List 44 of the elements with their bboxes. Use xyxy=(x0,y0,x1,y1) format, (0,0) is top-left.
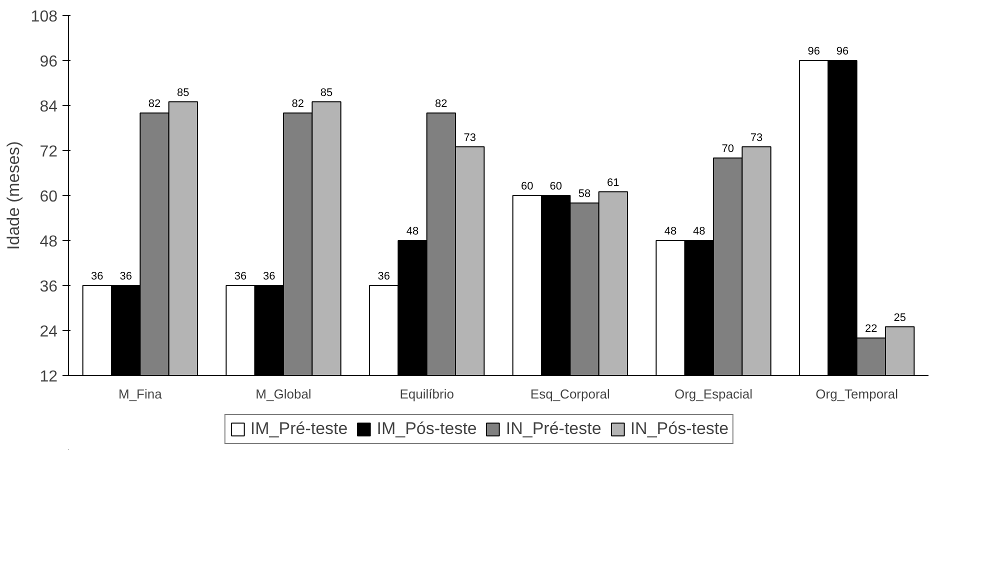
data-label: 96 xyxy=(808,46,820,58)
data-label: 58 xyxy=(578,188,591,200)
legend-label: IM_Pós-teste xyxy=(376,419,477,439)
data-label: 48 xyxy=(406,226,419,238)
legend-label: IN_Pós-teste xyxy=(630,419,729,439)
data-label: 36 xyxy=(91,270,104,282)
data-label: 85 xyxy=(177,86,190,99)
data-label: 73 xyxy=(464,132,476,144)
x-tick-label: M_Fina xyxy=(118,386,163,402)
data-label: 82 xyxy=(292,98,304,110)
y-tick-label: 60 xyxy=(40,188,58,206)
data-label: 36 xyxy=(263,270,276,282)
data-label: 61 xyxy=(607,176,620,189)
data-label: 48 xyxy=(664,226,677,238)
data-label: 60 xyxy=(521,180,534,192)
data-label: 36 xyxy=(234,270,247,282)
y-axis-title: Idade (meses) xyxy=(4,141,23,250)
x-tick-label: Equilíbrio xyxy=(400,386,454,402)
y-tick-label: 12 xyxy=(40,368,58,386)
legend-label: IN_Pré-teste xyxy=(506,419,602,439)
x-tick-label: Esq_Corporal xyxy=(530,386,610,402)
data-label: 36 xyxy=(120,270,132,282)
data-label: 36 xyxy=(378,270,390,282)
x-tick-label: Org_Temporal xyxy=(816,386,898,402)
data-label: 96 xyxy=(836,46,849,58)
y-tick-label: 108 xyxy=(30,8,58,26)
y-tick-label: 96 xyxy=(40,54,58,70)
y-tick-label: 72 xyxy=(40,144,58,160)
data-label: 48 xyxy=(693,226,706,238)
y-tick-label: 84 xyxy=(40,98,58,116)
legend-label: IM_Pré-teste xyxy=(250,419,348,439)
data-label: 25 xyxy=(894,312,906,324)
data-label: 70 xyxy=(722,143,734,155)
data-label: 85 xyxy=(320,86,333,99)
data-label: 73 xyxy=(750,132,763,144)
data-label: 82 xyxy=(435,98,448,110)
x-tick-label: M_Global xyxy=(256,386,312,402)
y-tick-label: 36 xyxy=(40,278,58,296)
y-tick-label: 48 xyxy=(40,234,58,250)
y-tick-label: 24 xyxy=(40,324,58,340)
data-label: 22 xyxy=(865,323,878,335)
data-label: 60 xyxy=(550,180,562,192)
x-tick-label: Org_Espacial xyxy=(674,386,753,402)
data-label: 82 xyxy=(148,98,161,110)
